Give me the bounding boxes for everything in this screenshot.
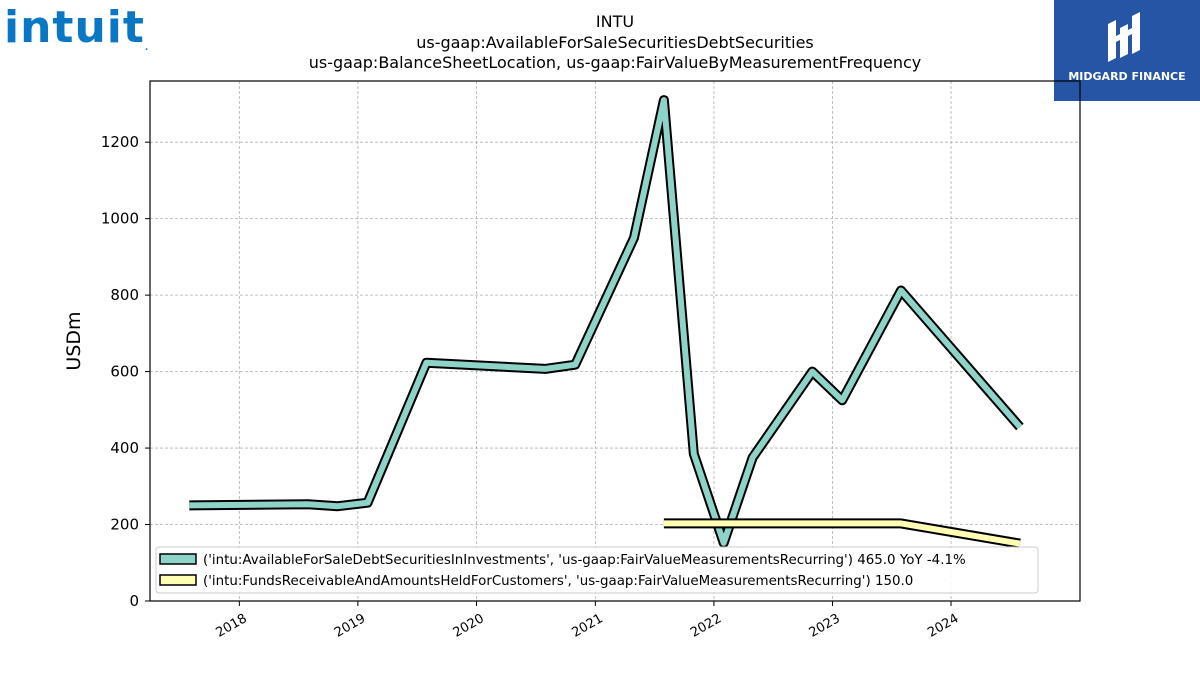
legend-item-1: ('intu:AvailableForSaleDebtSecuritiesInI… bbox=[159, 553, 966, 568]
grid-lines bbox=[150, 81, 1080, 601]
intuit-logo: intuit. bbox=[4, 2, 149, 53]
y-tick-label: 1000 bbox=[101, 210, 139, 228]
x-tick-label: 2022 bbox=[688, 611, 724, 641]
y-tick-label: 0 bbox=[129, 592, 139, 610]
plot-frame bbox=[149, 80, 1081, 602]
x-tick-label: 2019 bbox=[332, 611, 368, 641]
y-tick-label: 800 bbox=[110, 286, 139, 304]
chart-title: INTU us-gaap:AvailableForSaleSecuritiesD… bbox=[309, 12, 921, 72]
legend-swatch bbox=[159, 553, 197, 565]
x-tick-label: 2020 bbox=[451, 611, 487, 641]
y-axis: 0 200 400 600 800 1000 1200 bbox=[101, 133, 150, 610]
y-tick-label: 400 bbox=[110, 439, 139, 457]
x-tick-label: 2021 bbox=[570, 611, 606, 641]
x-tick-label: 2018 bbox=[213, 611, 249, 641]
legend: ('intu:AvailableForSaleDebtSecuritiesInI… bbox=[155, 546, 1039, 594]
y-tick-label: 600 bbox=[110, 363, 139, 381]
series-1-line bbox=[189, 97, 1023, 546]
chart-title-line-2: us-gaap:AvailableForSaleSecuritiesDebtSe… bbox=[416, 33, 814, 52]
y-axis-label: USDm bbox=[63, 311, 85, 370]
legend-item-2: ('intu:FundsReceivableAndAmountsHeldForC… bbox=[159, 574, 913, 589]
legend-label: ('intu:FundsReceivableAndAmountsHeldForC… bbox=[203, 574, 913, 589]
x-tick-label: 2024 bbox=[925, 611, 961, 641]
y-tick-label: 200 bbox=[110, 516, 139, 534]
series-1 bbox=[189, 95, 1024, 548]
legend-label: ('intu:AvailableForSaleDebtSecuritiesInI… bbox=[203, 553, 966, 568]
x-tick-label: 2023 bbox=[807, 611, 843, 641]
midgard-mark-icon bbox=[1108, 12, 1140, 62]
midgard-finance-logo: MIDGARD FINANCE bbox=[1054, 0, 1200, 101]
midgard-finance-name: MIDGARD FINANCE bbox=[1068, 70, 1186, 83]
series-2 bbox=[663, 518, 1021, 549]
y-tick-label: 1200 bbox=[101, 133, 139, 151]
x-axis: 2018 2019 2020 2021 2022 2023 2024 bbox=[213, 601, 961, 641]
series-layer bbox=[189, 95, 1024, 549]
series-1-outline bbox=[189, 95, 1024, 548]
series-2-line bbox=[663, 520, 1021, 547]
legend-box bbox=[155, 546, 1039, 594]
chart-title-line-3: us-gaap:BalanceSheetLocation, us-gaap:Fa… bbox=[309, 53, 921, 72]
chart-title-line-1: INTU bbox=[596, 12, 634, 31]
legend-swatch bbox=[159, 574, 197, 586]
